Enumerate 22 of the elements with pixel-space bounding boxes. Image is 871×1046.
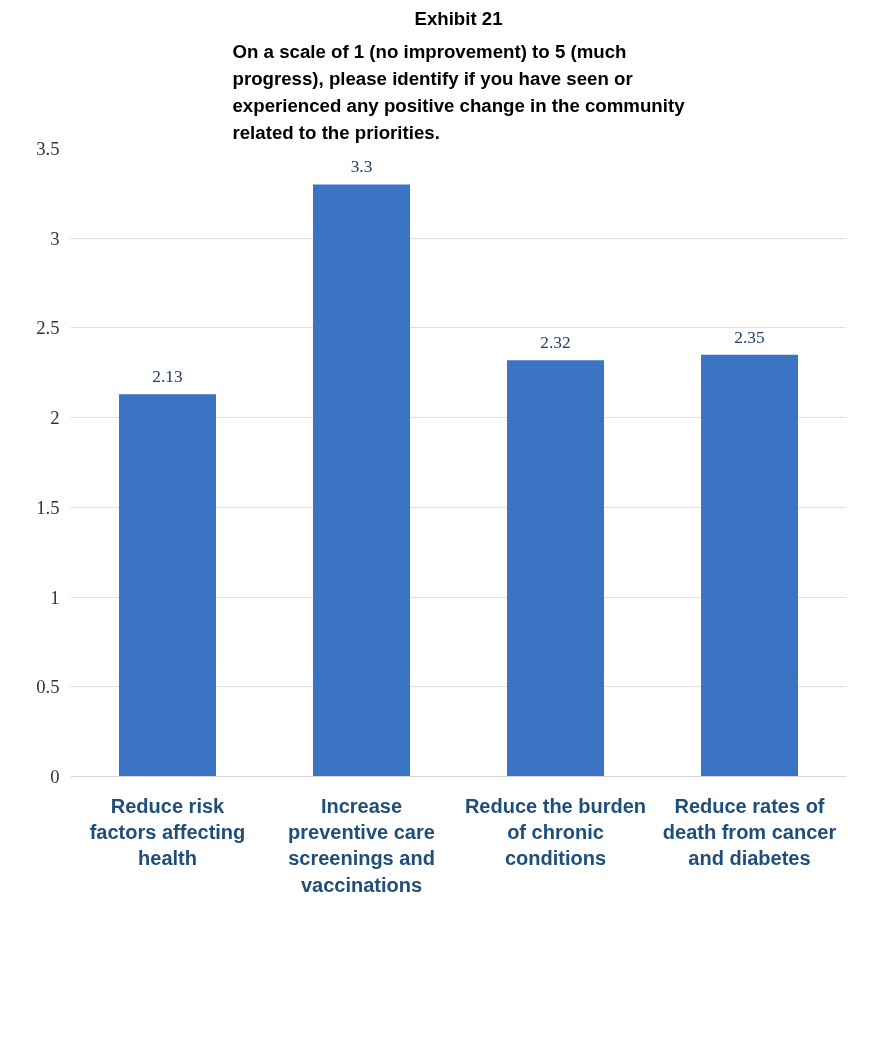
data-label: 2.13 xyxy=(152,367,183,387)
y-tick-label: 3.5 xyxy=(36,138,60,159)
x-tick-label: Increase preventive care screenings and vaccinations xyxy=(288,794,435,896)
x-tick-label: Reduce rates of death from cancer and diabetes xyxy=(662,794,837,870)
bar xyxy=(701,354,798,777)
x-tick-label: Reduce risk factors affecting health xyxy=(89,794,246,870)
y-tick-label: 0.5 xyxy=(36,676,60,698)
data-label: 3.3 xyxy=(350,157,373,177)
x-tick-label: Reduce the burden of chronic conditions xyxy=(464,794,647,870)
bar xyxy=(313,184,410,777)
y-tick-label: 1.5 xyxy=(36,496,60,518)
chart-subtitle: On a scale of 1 (no improvement) to 5 (much progress), please identify if you have seen or experienced any positive change in the community related to the priorities. xyxy=(232,40,686,144)
y-tick-label: 1 xyxy=(50,586,60,608)
y-tick-label: 2.5 xyxy=(36,317,60,339)
data-label: 2.35 xyxy=(734,327,765,347)
y-tick-label: 3 xyxy=(50,227,60,249)
bar xyxy=(507,360,604,777)
y-tick-label: 0 xyxy=(50,766,60,787)
bar xyxy=(119,394,216,777)
y-tick-label: 2 xyxy=(50,407,60,429)
data-label: 2.32 xyxy=(540,333,571,353)
chart-title: Exhibit 21 xyxy=(414,7,503,29)
